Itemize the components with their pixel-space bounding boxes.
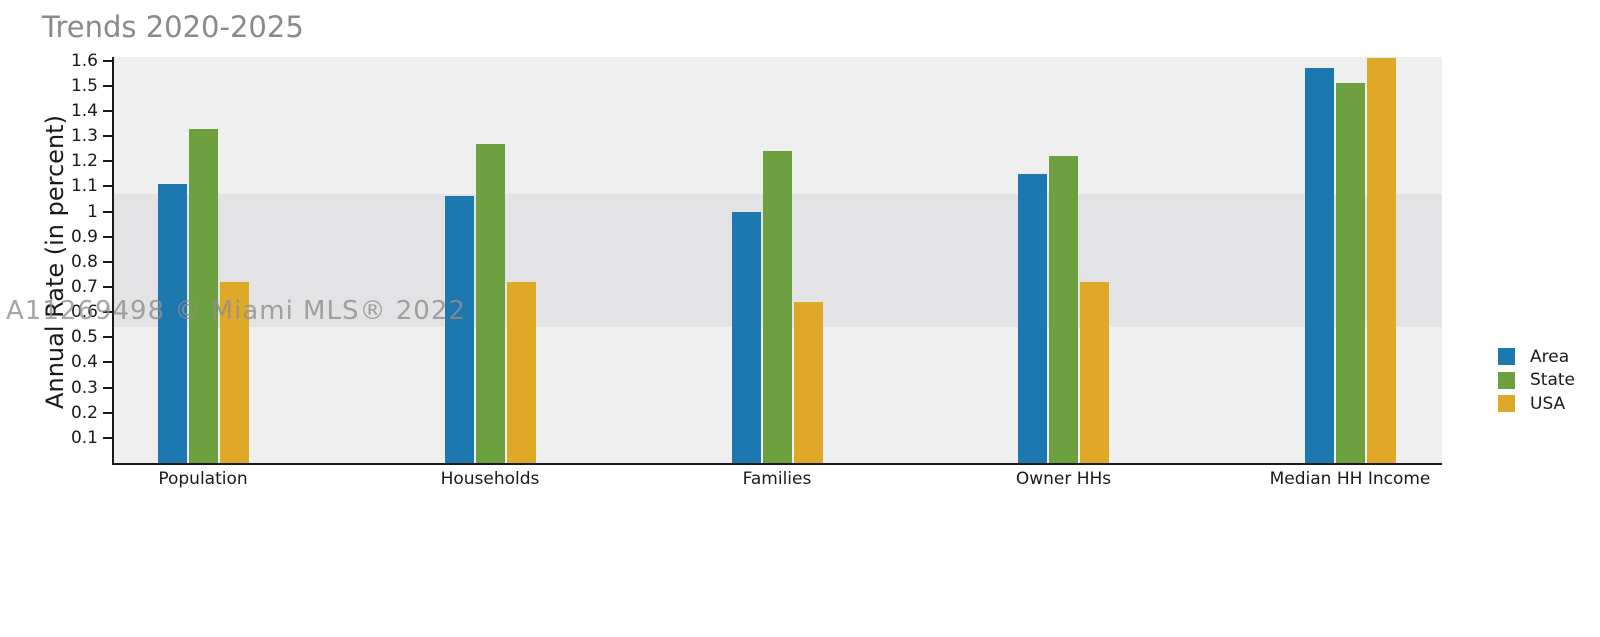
bar-state-families (762, 151, 792, 463)
legend-swatch-area (1498, 348, 1515, 366)
y-tick-mark-1.3 (103, 135, 112, 138)
y-tick-mark-0.5 (103, 336, 112, 339)
y-tick-label-0.7: 0.7 (70, 276, 98, 297)
x-category-label-families: Families (742, 469, 812, 489)
y-tick-label-0.1: 0.1 (70, 427, 98, 448)
legend-item-usa: USA (1498, 392, 1575, 416)
bar-state-population (188, 128, 218, 463)
bar-area-owner-hhs (1018, 173, 1047, 463)
y-tick-mark-1 (103, 210, 112, 213)
bar-area-population (157, 183, 187, 463)
bar-state-median-hh-income (1335, 83, 1365, 463)
y-tick-mark-0.8 (103, 260, 112, 263)
y-tick-label-1.1: 1.1 (70, 176, 98, 197)
y-tick-label-1.6: 1.6 (70, 50, 98, 71)
bar-state-owner-hhs (1049, 156, 1078, 463)
bar-state-households (475, 143, 505, 463)
x-category-label-median-hh-income: Median HH Income (1269, 469, 1431, 489)
bar-usa-owner-hhs (1080, 281, 1109, 463)
y-tick-mark-0.1 (103, 436, 112, 439)
y-tick-label-0.8: 0.8 (70, 251, 98, 272)
legend-swatch-usa (1498, 395, 1515, 413)
y-tick-label-1.2: 1.2 (70, 151, 98, 172)
watermark: A11269498 © Miami MLS® 2022 (6, 296, 466, 326)
y-tick-label-0.4: 0.4 (70, 352, 98, 373)
legend: Area State USA (1498, 345, 1575, 416)
y-tick-label-0.9: 0.9 (70, 226, 98, 247)
y-tick-mark-0.4 (103, 361, 112, 364)
bar-area-households (444, 196, 474, 463)
bar-usa-families (793, 302, 823, 463)
y-tick-mark-0.6 (103, 311, 112, 314)
y-tick-label-1.3: 1.3 (70, 126, 98, 147)
bar-usa-population (219, 281, 249, 463)
bar-usa-households (506, 281, 536, 463)
y-tick-mark-1.1 (103, 185, 112, 188)
x-category-label-owner-hhs: Owner HHs (1015, 469, 1112, 489)
legend-swatch-state (1498, 371, 1515, 389)
y-tick-label-1.5: 1.5 (70, 75, 98, 96)
y-tick-label-0.5: 0.5 (70, 327, 98, 348)
legend-item-area: Area (1498, 345, 1575, 369)
y-tick-mark-1.6 (103, 59, 112, 62)
y-tick-label-1: 1 (87, 201, 98, 222)
legend-label-area: Area (1530, 346, 1570, 367)
x-category-label-population: Population (158, 469, 248, 489)
y-tick-mark-0.3 (103, 386, 112, 389)
bar-area-families (731, 211, 761, 463)
x-category-label-households: Households (440, 469, 540, 489)
bar-area-median-hh-income (1304, 68, 1334, 463)
y-tick-label-0.2: 0.2 (70, 402, 98, 423)
y-tick-mark-0.7 (103, 285, 112, 288)
y-tick-mark-0.9 (103, 235, 112, 238)
y-tick-label-0.6: 0.6 (70, 302, 98, 323)
y-tick-label-0.3: 0.3 (70, 377, 98, 398)
bar-usa-median-hh-income (1366, 58, 1396, 463)
y-tick-mark-1.4 (103, 109, 112, 112)
y-tick-mark-1.2 (103, 160, 112, 163)
chart-title: Trends 2020-2025 (42, 10, 304, 44)
y-tick-mark-1.5 (103, 84, 112, 87)
y-tick-mark-0.2 (103, 411, 112, 414)
legend-item-state: State (1498, 369, 1575, 393)
x-axis-line (112, 463, 1442, 465)
y-axis-line (112, 57, 114, 465)
legend-label-usa: USA (1530, 393, 1566, 414)
legend-label-state: State (1530, 370, 1575, 391)
y-tick-label-1.4: 1.4 (70, 100, 98, 121)
